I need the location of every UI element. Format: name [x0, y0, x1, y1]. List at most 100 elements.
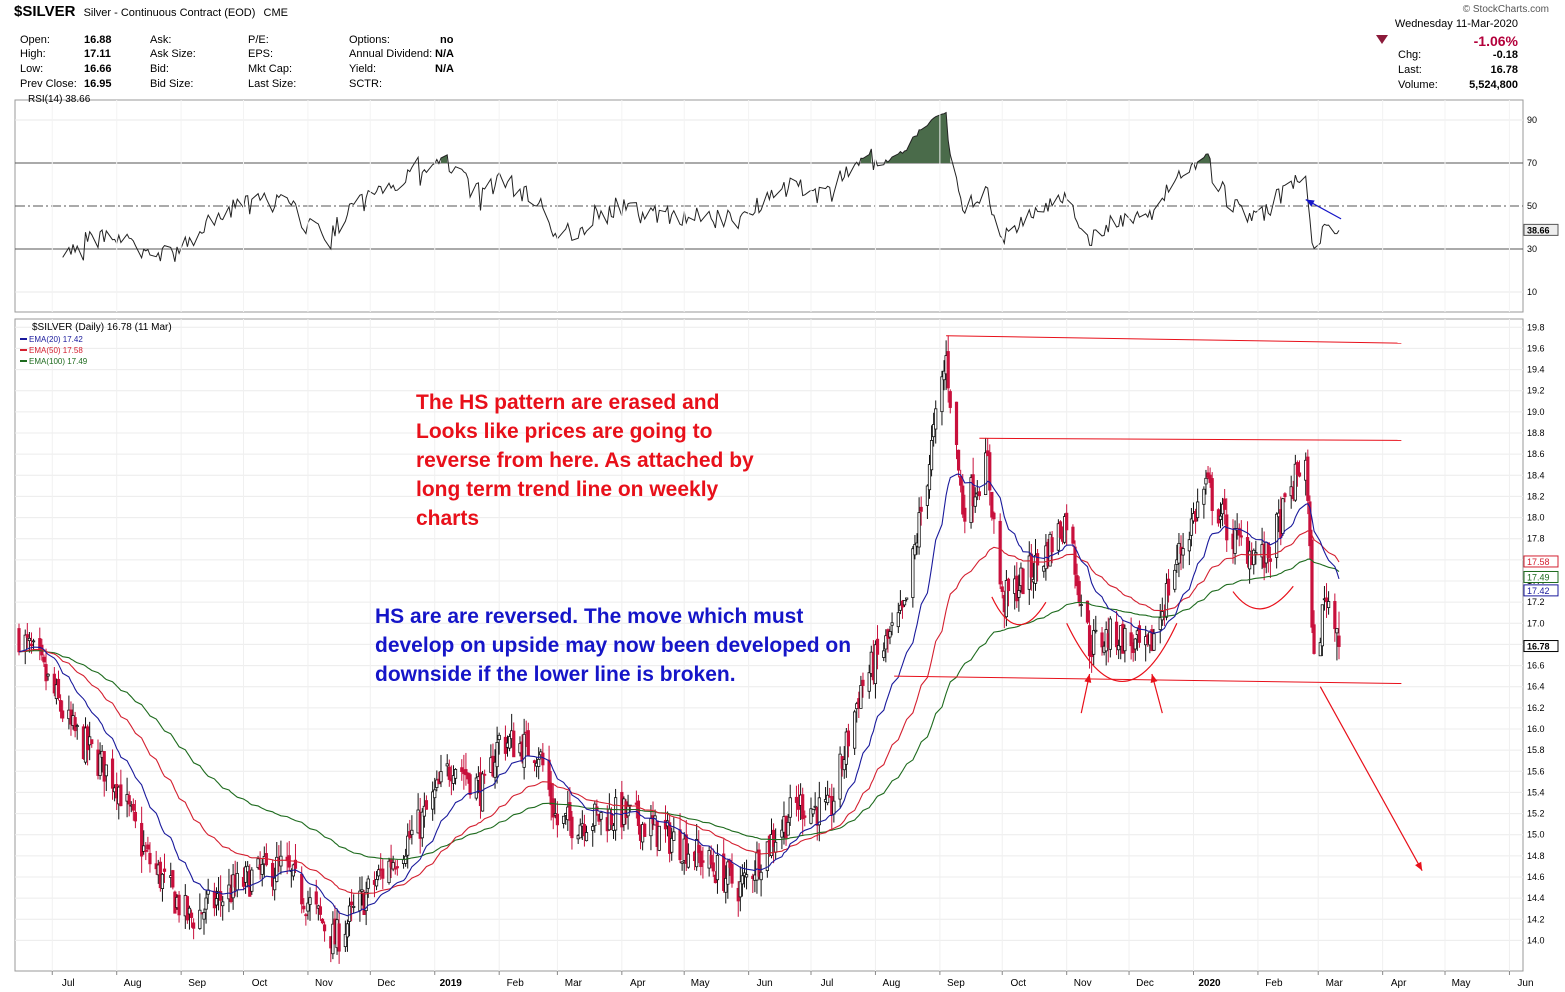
candle-body: [946, 351, 950, 389]
candle-body: [927, 464, 932, 491]
candle-body: [177, 894, 181, 916]
candle-body: [1204, 477, 1208, 485]
candle-body: [25, 634, 29, 638]
candle-body: [695, 838, 699, 868]
candle-body: [1239, 535, 1243, 538]
quote-header: $SILVER Silver - Continuous Contract (EO…: [0, 0, 1565, 100]
candle-body: [1173, 569, 1177, 590]
candle-body: [424, 800, 429, 810]
candle-body: [1297, 472, 1302, 477]
candle-body: [722, 853, 726, 891]
candle-body: [58, 700, 63, 712]
candle-body: [127, 795, 131, 805]
candle-body: [1152, 633, 1156, 651]
candle-body: [1324, 597, 1329, 603]
candle-body: [813, 805, 817, 808]
candle-body: [1268, 558, 1273, 562]
candle-body: [905, 597, 909, 600]
candle-body: [104, 764, 108, 777]
candle-body: [977, 491, 981, 497]
candle-body: [451, 775, 456, 784]
trend-line: [894, 675, 1402, 685]
candle-body: [961, 485, 965, 515]
candle-body: [1100, 632, 1104, 648]
projection-arrow-head: [1415, 861, 1423, 871]
candle-body: [788, 797, 792, 818]
candle-body: [52, 673, 56, 694]
ema20-tag: 17.42: [1527, 586, 1550, 596]
candle-body: [44, 664, 48, 682]
candle-body: [568, 802, 572, 821]
candle-body: [929, 440, 934, 471]
price-tick-label: 14.2: [1527, 914, 1545, 924]
candle-body: [447, 766, 451, 780]
candle-body: [133, 811, 138, 822]
price-tick-label: 19.6: [1527, 343, 1545, 353]
candle-body: [171, 870, 175, 888]
candle-body: [971, 474, 975, 507]
candle-body: [1196, 501, 1200, 519]
candle-body: [1181, 548, 1185, 556]
candle-body: [337, 923, 341, 952]
candle-body: [1308, 501, 1312, 547]
candle-body: [352, 905, 356, 908]
candle-body: [838, 753, 842, 800]
candle-body: [730, 863, 734, 884]
candle-body: [364, 891, 368, 912]
pct-row: -1.06%: [1368, 33, 1518, 49]
candle-body: [495, 741, 499, 768]
ask-label: Ask:: [150, 34, 172, 46]
candle-body: [493, 761, 497, 778]
candle-body: [445, 763, 449, 767]
month-label: Aug: [124, 978, 142, 989]
candle-body: [1233, 528, 1237, 554]
candle-body: [314, 891, 318, 905]
candle-body: [532, 760, 537, 764]
candle-body: [192, 922, 196, 929]
ask-size-label: Ask Size:: [150, 48, 196, 60]
candle-body: [757, 849, 761, 877]
candle-body: [948, 391, 952, 408]
candle-body: [1033, 554, 1038, 584]
candle-body: [322, 924, 327, 932]
month-label: Sep: [947, 978, 965, 989]
candle-body: [480, 773, 485, 812]
candle-body: [27, 637, 31, 642]
candle-body: [672, 831, 676, 841]
exchange: CME: [263, 7, 288, 19]
high-label: High:: [20, 48, 46, 60]
candle-body: [896, 612, 900, 628]
instrument-name: Silver - Continuous Contract (EOD): [83, 7, 256, 19]
ema100-tag-box: [1523, 570, 1559, 583]
open-label: Open:: [20, 34, 50, 46]
candle-body: [42, 656, 46, 663]
month-label: Dec: [1136, 978, 1154, 989]
candle-body: [17, 628, 21, 653]
candle-body: [686, 853, 690, 868]
candle-body: [345, 923, 350, 938]
month-label: Nov: [1074, 978, 1092, 989]
rsi-last-tag: 38.66: [1527, 225, 1550, 235]
price-tick-label: 16.0: [1527, 724, 1545, 734]
candle-body: [1254, 552, 1258, 555]
candle-body: [1266, 542, 1270, 559]
prev-close-label: Prev Close:: [20, 78, 77, 90]
candle-body: [701, 860, 705, 863]
candle-body: [358, 890, 362, 912]
candle-body: [1293, 463, 1297, 501]
candle-body: [1187, 539, 1191, 552]
candle-body: [1058, 521, 1063, 538]
candle-body: [198, 909, 202, 929]
candle-body: [1077, 580, 1081, 603]
candle-body: [917, 512, 921, 548]
price-tick-label: 17.8: [1527, 534, 1545, 544]
brand-credit[interactable]: © StockCharts.com: [1462, 4, 1549, 15]
price-tick-label: 19.4: [1527, 365, 1545, 375]
candle-body: [890, 622, 894, 626]
candle-body: [919, 506, 923, 512]
candle-body: [643, 823, 647, 837]
candle-body: [31, 640, 36, 643]
month-label: Jul: [821, 978, 834, 989]
ema-lines: [18, 473, 1340, 917]
candle-body: [387, 860, 391, 884]
